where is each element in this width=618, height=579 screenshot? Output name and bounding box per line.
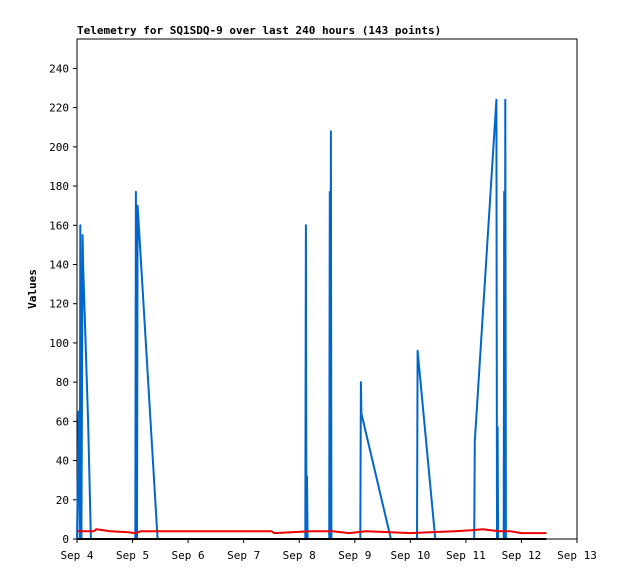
x-tick-label: Sep 11 [446,549,486,562]
x-tick-label: Sep 7 [227,549,260,562]
y-tick-label: 60 [56,415,69,428]
x-tick-label: Sep 13 [557,549,597,562]
series-layer [76,98,547,540]
y-tick-label: 220 [49,102,69,115]
y-tick-label: 0 [62,533,69,546]
plot-area-frame [76,38,578,540]
x-tick-label: Sep 8 [283,549,316,562]
y-tick-label: 120 [49,298,69,311]
x-tick-label: Sep 12 [502,549,542,562]
series-line-2 [77,528,547,535]
x-tick-label: Sep 4 [60,549,93,562]
x-tick-label: Sep 10 [390,549,430,562]
series-line-1 [76,98,507,540]
y-tick-label: 40 [56,455,69,468]
y-tick-label: 200 [49,141,69,154]
y-tick-label: 240 [49,62,69,75]
y-tick-label: 180 [49,180,69,193]
x-tick-label: Sep 5 [116,549,149,562]
y-tick-label: 140 [49,258,69,271]
y-tick-label: 20 [56,494,69,507]
y-tick-label: 100 [49,337,69,350]
y-tick-label: 80 [56,376,69,389]
x-tick-label: Sep 6 [172,549,205,562]
x-tick-label: Sep 9 [338,549,371,562]
y-tick-label: 160 [49,219,69,232]
chart-title: Telemetry for SQ1SDQ-9 over last 240 hou… [77,24,441,37]
y-axis: 0 20 40 60 80 100 120 140 160 180 200 220 240 [49,62,77,546]
x-axis: Sep 4 Sep 5 Sep 6 Sep 7 Sep 8 Sep 9 Sep 10 Sep … [60,539,597,562]
y-axis-label: Values [26,269,39,309]
